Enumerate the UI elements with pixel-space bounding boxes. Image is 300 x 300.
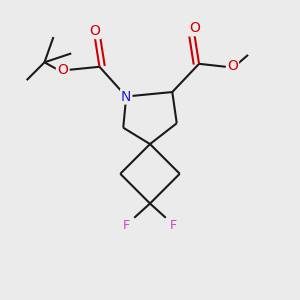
Text: F: F — [170, 219, 177, 232]
Text: N: N — [121, 89, 131, 103]
Text: O: O — [90, 24, 101, 38]
Text: O: O — [227, 59, 238, 73]
Text: O: O — [189, 21, 200, 35]
Text: F: F — [123, 219, 130, 232]
Text: O: O — [57, 63, 68, 77]
